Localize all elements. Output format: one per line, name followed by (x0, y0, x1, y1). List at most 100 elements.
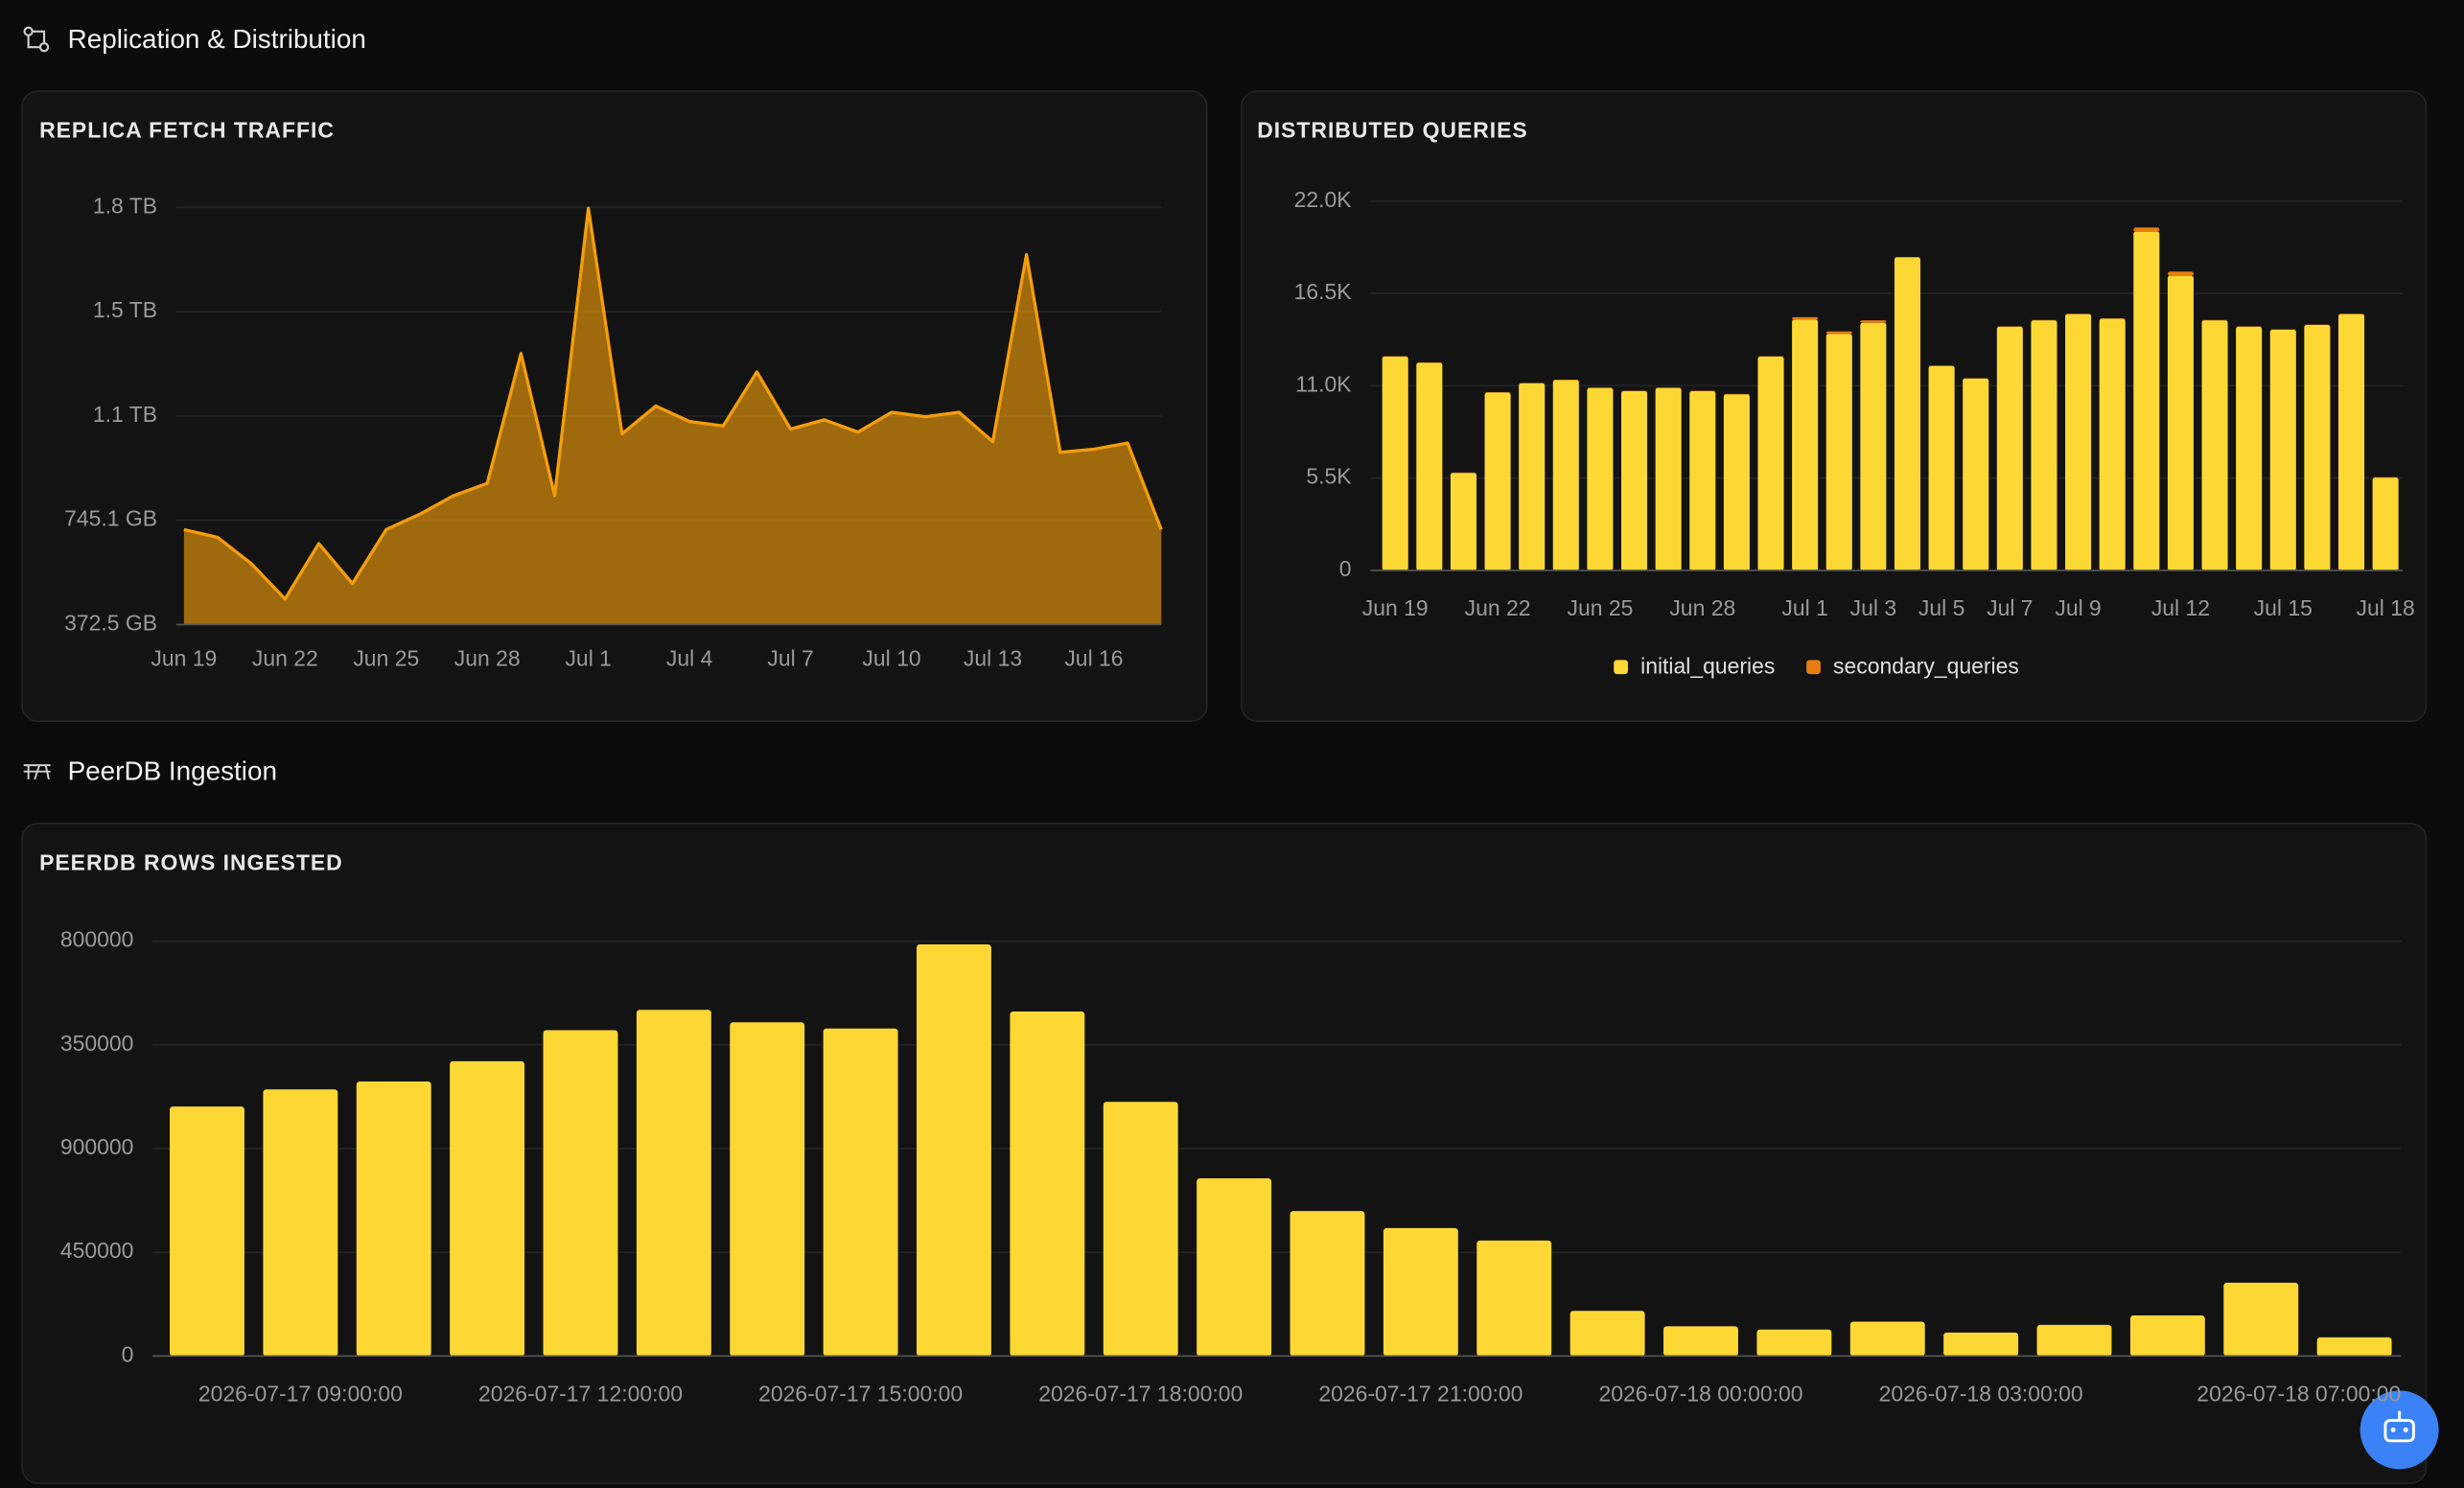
y-tick-label: 5.5K (1306, 464, 1352, 489)
section-icon (23, 26, 50, 53)
x-tick-label: Jul 7 (767, 645, 813, 670)
bar-segment (1757, 356, 1784, 570)
bar-segment (2133, 231, 2160, 570)
x-tick-label: 2026-07-18 07:00:00 (2197, 1381, 2401, 1406)
section-icon (23, 764, 51, 780)
bar-segment (2304, 324, 2331, 570)
y-tick-label: 0 (1339, 556, 1352, 581)
bar-segment (1928, 365, 1955, 570)
bar-segment (2099, 318, 2126, 570)
bot-icon (2403, 1427, 2408, 1432)
bot-icon (2390, 1427, 2396, 1432)
bar (1756, 1329, 1832, 1357)
x-tick-label: 2026-07-17 09:00:00 (198, 1381, 403, 1406)
bar (823, 1028, 898, 1357)
bar-segment (1655, 387, 1682, 570)
bar-segment (1689, 390, 1716, 570)
bar (263, 1089, 338, 1357)
bar-segment (1963, 378, 1989, 570)
x-tick-label: Jul 12 (2151, 595, 2210, 620)
x-tick-label: 2026-07-18 00:00:00 (1598, 1381, 1802, 1406)
x-tick-label: Jul 15 (2254, 595, 2313, 620)
bar (1569, 1311, 1645, 1357)
bar-segment (2372, 477, 2399, 570)
bar (636, 1010, 711, 1357)
y-tick-label: 0 (122, 1341, 134, 1366)
assistant-button[interactable] (2359, 1390, 2439, 1470)
panel (21, 822, 2428, 1484)
area-fill (183, 208, 1162, 625)
chart-title: PEERDB ROWS INGESTED (39, 849, 343, 874)
bar-segment (2065, 314, 2092, 570)
x-tick-label: Jun 25 (1567, 595, 1633, 620)
x-tick-label: Jul 5 (1918, 595, 1964, 620)
x-tick-label: Jun 22 (252, 645, 318, 670)
bar (1849, 1321, 1925, 1357)
bar (170, 1106, 244, 1357)
y-tick-label: 450000 (60, 1238, 134, 1263)
y-tick-label: 1.1 TB (93, 402, 157, 427)
chart-title: DISTRIBUTED QUERIES (1257, 118, 1528, 143)
bar-segment (2167, 275, 2194, 570)
bar-segment (1450, 473, 1476, 570)
bar (1476, 1240, 1552, 1357)
legend-label: secondary_queries (1833, 654, 2019, 679)
bar-segment (1825, 334, 1852, 570)
bar-segment (1860, 322, 1887, 570)
x-tick-label: 2026-07-17 18:00:00 (1038, 1381, 1243, 1406)
bar-segment (1416, 362, 1443, 570)
bar-segment (1792, 319, 1819, 570)
x-tick-label: 2026-07-17 15:00:00 (758, 1381, 963, 1406)
legend-swatch (1806, 660, 1821, 675)
x-tick-label: Jun 28 (454, 645, 521, 670)
legend-label: initial_queries (1640, 654, 1775, 679)
bar-segment (2133, 227, 2160, 232)
bar-segment (1484, 392, 1511, 570)
legend-swatch (1614, 660, 1628, 675)
x-tick-label: Jul 18 (2357, 595, 2415, 620)
x-tick-label: 2026-07-17 12:00:00 (478, 1381, 683, 1406)
bar-segment (1587, 387, 1614, 570)
bar-segment (1792, 316, 1819, 320)
x-tick-label: Jul 7 (1987, 595, 2033, 620)
x-tick-label: Jul 1 (1781, 595, 1827, 620)
y-tick-label: 745.1 GB (64, 506, 157, 531)
x-tick-label: Jul 9 (2055, 595, 2101, 620)
bar (917, 944, 991, 1357)
bar (1663, 1326, 1738, 1357)
bar (543, 1030, 618, 1357)
bar-segment (2269, 329, 2296, 570)
y-tick-label: 11.0K (1295, 371, 1352, 396)
y-tick-label: 372.5 GB (64, 611, 157, 636)
x-tick-label: Jun 25 (353, 645, 419, 670)
y-tick-label: 800000 (60, 927, 134, 952)
bar-segment (1825, 331, 1852, 335)
bar-segment (1860, 320, 1887, 323)
bar (2036, 1324, 2112, 1357)
bar (2129, 1315, 2205, 1357)
x-tick-label: Jul 13 (964, 645, 1022, 670)
bar (2316, 1337, 2392, 1357)
assistant-button-bg[interactable] (2359, 1390, 2439, 1470)
bar (1103, 1102, 1178, 1357)
y-tick-label: 1.5 TB (93, 297, 157, 322)
bar-segment (1996, 326, 2023, 570)
x-tick-label: Jun 28 (1669, 595, 1735, 620)
bar-segment (1382, 356, 1408, 570)
x-tick-label: Jun 19 (151, 645, 217, 670)
bar (1943, 1332, 2019, 1357)
section-title: Replication & Distribution (68, 24, 366, 54)
x-tick-label: Jul 1 (565, 645, 611, 670)
section-title: PeerDB Ingestion (68, 756, 277, 786)
x-tick-label: Jun 19 (1362, 595, 1429, 620)
y-tick-label: 1.8 TB (93, 193, 157, 218)
x-tick-label: Jul 3 (1850, 595, 1896, 620)
chart-title: REPLICA FETCH TRAFFIC (39, 118, 335, 143)
bar-segment (1519, 383, 1546, 570)
bar-segment (2337, 314, 2365, 570)
y-tick-label: 900000 (60, 1134, 134, 1159)
bar-segment (2031, 320, 2057, 570)
x-tick-label: Jul 16 (1064, 645, 1123, 670)
